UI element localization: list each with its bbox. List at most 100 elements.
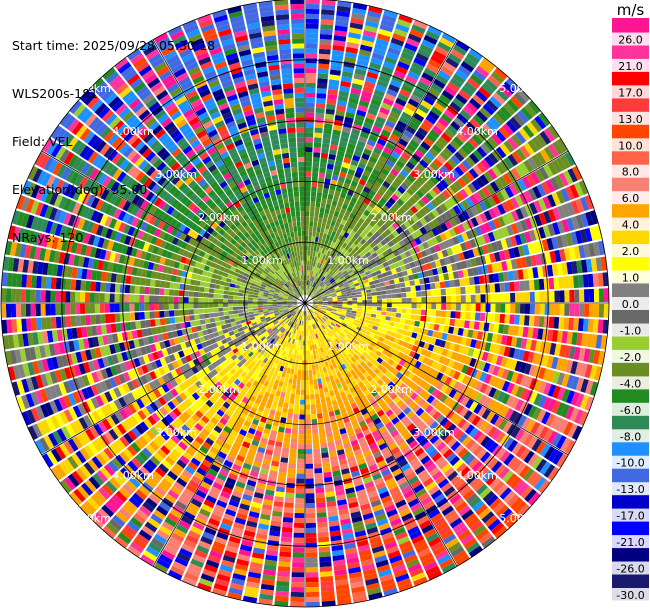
- range-gate: [228, 472, 238, 481]
- range-gate: [443, 486, 456, 497]
- range-gate: [332, 226, 339, 233]
- range-gate: [382, 417, 391, 426]
- range-gate: [311, 423, 318, 430]
- range-gate: [447, 423, 457, 434]
- range-gate: [393, 278, 400, 284]
- range-gate: [409, 66, 422, 76]
- range-gate: [312, 276, 315, 282]
- range-gate: [259, 378, 266, 385]
- range-gate: [233, 522, 245, 530]
- range-gate: [296, 463, 305, 469]
- range-gate: [354, 316, 361, 321]
- range-gate: [483, 198, 492, 210]
- range-gate: [312, 166, 319, 173]
- range-gate: [539, 443, 551, 457]
- range-gate: [514, 360, 523, 372]
- range-gate: [264, 340, 270, 346]
- range-gate: [407, 372, 415, 380]
- range-gate: [374, 434, 383, 442]
- range-gate: [333, 267, 339, 273]
- range-gate: [192, 554, 206, 564]
- range-gate: [500, 188, 510, 201]
- range-gate: [320, 447, 329, 454]
- range-gate: [420, 122, 431, 133]
- range-gate: [283, 323, 288, 329]
- range-gate: [407, 343, 414, 350]
- range-gate: [390, 331, 397, 338]
- range-gate: [332, 554, 345, 562]
- range-gate: [148, 474, 160, 486]
- range-gate: [423, 67, 437, 78]
- range-gate: [415, 285, 421, 291]
- range-gate: [440, 310, 446, 318]
- range-gate: [340, 463, 349, 470]
- range-gate: [300, 340, 303, 346]
- range-gate: [90, 493, 104, 507]
- range-gate: [333, 340, 338, 346]
- range-gate: [324, 255, 329, 261]
- range-gate: [417, 327, 424, 334]
- range-gate: [469, 401, 479, 412]
- range-gate: [482, 123, 494, 136]
- range-gate: [388, 413, 397, 421]
- range-gate: [489, 283, 496, 293]
- range-gate: [429, 282, 436, 290]
- range-gate: [406, 143, 417, 153]
- range-gate: [231, 401, 239, 409]
- range-gate: [308, 315, 311, 321]
- range-gate: [309, 309, 314, 314]
- range-gate: [391, 293, 397, 299]
- range-gate: [425, 248, 432, 256]
- range-gate: [429, 466, 440, 477]
- range-gate: [201, 428, 210, 437]
- range-gate: [306, 3, 320, 10]
- range-gate: [338, 328, 344, 333]
- range-gate: [519, 362, 527, 374]
- range-gate: [312, 313, 316, 318]
- range-gate: [356, 235, 363, 242]
- range-gate: [232, 390, 240, 397]
- range-gate: [415, 386, 423, 395]
- range-gate: [463, 185, 473, 196]
- range-gate: [419, 226, 427, 235]
- range-gate: [351, 380, 358, 387]
- range-gate: [293, 532, 305, 538]
- range-gate: [416, 80, 430, 91]
- range-gate: [327, 360, 333, 366]
- range-gate: [289, 332, 294, 339]
- range-gate: [301, 370, 305, 376]
- range-gate: [167, 470, 178, 481]
- range-gate: [305, 468, 314, 474]
- range-gate: [247, 370, 254, 378]
- range-gate: [263, 407, 271, 414]
- range-gate: [436, 441, 447, 452]
- range-gate: [379, 353, 386, 360]
- range-gate: [461, 174, 471, 185]
- range-gate: [491, 193, 501, 205]
- range-gate: [338, 197, 345, 204]
- range-gate: [538, 226, 546, 239]
- range-gate: [554, 343, 562, 357]
- range-gate: [560, 358, 569, 372]
- range-gate: [546, 264, 554, 277]
- range-gate: [369, 425, 378, 433]
- range-gate: [292, 562, 305, 568]
- range-gate: [321, 293, 327, 297]
- range-gate: [269, 361, 275, 368]
- range-gate: [351, 470, 361, 478]
- range-gate: [342, 385, 349, 392]
- range-gate: [221, 518, 234, 527]
- range-gate: [450, 245, 458, 255]
- range-gate: [310, 335, 313, 341]
- range-gate: [205, 437, 215, 446]
- range-gate: [248, 566, 262, 574]
- range-gate: [323, 213, 329, 219]
- range-gate: [448, 388, 457, 399]
- range-gate: [332, 44, 345, 52]
- range-gate: [428, 147, 439, 158]
- range-gate: [587, 273, 594, 288]
- range-gate: [551, 264, 559, 276]
- range-gate: [410, 479, 422, 489]
- range-gate: [306, 13, 320, 20]
- range-gate: [366, 15, 381, 24]
